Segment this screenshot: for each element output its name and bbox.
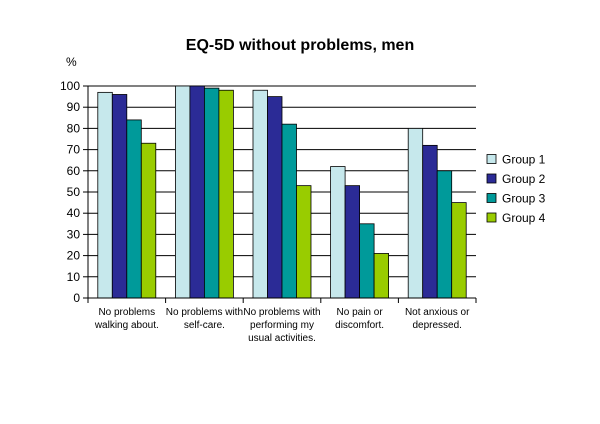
legend-swatch bbox=[486, 154, 497, 164]
category-label-line: Not anxious or bbox=[405, 307, 470, 318]
bar-group-2-4 bbox=[422, 144, 438, 299]
legend-swatch bbox=[486, 212, 497, 223]
y-tick-label: 10 bbox=[67, 270, 81, 284]
y-tick-label: 90 bbox=[67, 100, 81, 114]
category-label: No problems with performing my usual activ… bbox=[243, 307, 320, 344]
category-labels: No problems walking about. No problems wit… bbox=[94, 307, 470, 344]
bar-group-3-3 bbox=[359, 223, 375, 299]
bar-group-4-1 bbox=[218, 89, 234, 299]
bar-group-2-2 bbox=[267, 96, 283, 299]
legend-label: Group 4 bbox=[502, 211, 546, 225]
category-label-line: discomfort. bbox=[335, 320, 384, 331]
bar-group-2-1 bbox=[189, 85, 205, 299]
y-tick-label: 0 bbox=[73, 291, 80, 305]
category-label: No pain or discomfort. bbox=[335, 307, 384, 331]
bars bbox=[97, 85, 467, 299]
bar-group-3-2 bbox=[281, 123, 297, 299]
bar-group-3-0 bbox=[126, 119, 142, 299]
category-label: No problems with self-care. bbox=[166, 307, 243, 331]
chart-title: EQ-5D without problems, men bbox=[186, 37, 414, 54]
category-label-line: walking about. bbox=[94, 320, 159, 331]
bar-group-1-0 bbox=[97, 91, 113, 299]
y-ticks: 0 10 20 30 40 50 60 70 80 90 100 bbox=[60, 79, 88, 305]
y-tick-label: 60 bbox=[67, 164, 81, 178]
bar-group-3-1 bbox=[203, 87, 220, 299]
bar-group-3-4 bbox=[436, 170, 453, 299]
bar-group-2-0 bbox=[111, 94, 128, 299]
category-label-line: No problems with bbox=[166, 307, 243, 318]
legend-label: Group 3 bbox=[502, 192, 546, 206]
bar-group-4-3 bbox=[373, 253, 390, 299]
legend-label: Group 1 bbox=[502, 153, 546, 167]
category-label: No problems walking about. bbox=[94, 307, 159, 331]
legend-label: Group 2 bbox=[502, 172, 546, 186]
y-tick-label: 100 bbox=[60, 79, 80, 93]
bar-group-1-4 bbox=[407, 127, 424, 299]
y-tick-label: 80 bbox=[67, 121, 81, 135]
legend-swatch bbox=[486, 173, 497, 184]
bar-group-4-0 bbox=[140, 142, 157, 299]
category-label: Not anxious or depressed. bbox=[405, 307, 470, 331]
legend-swatch bbox=[486, 193, 497, 203]
legend: Group 1 Group 2 Group 3 Group 4 bbox=[486, 153, 546, 225]
category-label-line: No pain or bbox=[337, 307, 384, 318]
category-label-line: depressed. bbox=[412, 320, 461, 331]
y-tick-label: 50 bbox=[67, 185, 81, 199]
category-label-line: performing my bbox=[250, 320, 314, 331]
category-label-line: No problems with bbox=[243, 307, 320, 318]
category-label-line: No problems bbox=[98, 307, 155, 318]
y-tick-label: 30 bbox=[67, 227, 81, 241]
bar-group-4-4 bbox=[451, 202, 467, 299]
bar-group-1-2 bbox=[252, 89, 268, 299]
category-label-line: self-care. bbox=[184, 320, 225, 331]
y-tick-label: 40 bbox=[67, 206, 81, 220]
bar-group-1-3 bbox=[330, 166, 346, 299]
y-axis-label: % bbox=[66, 55, 77, 69]
category-label-line: usual activities. bbox=[248, 333, 316, 344]
bar-group-4-2 bbox=[296, 185, 312, 299]
bar-group-1-1 bbox=[174, 85, 191, 299]
y-tick-label: 70 bbox=[67, 143, 81, 157]
y-tick-label: 20 bbox=[67, 249, 81, 263]
bar-group-2-3 bbox=[344, 185, 361, 299]
